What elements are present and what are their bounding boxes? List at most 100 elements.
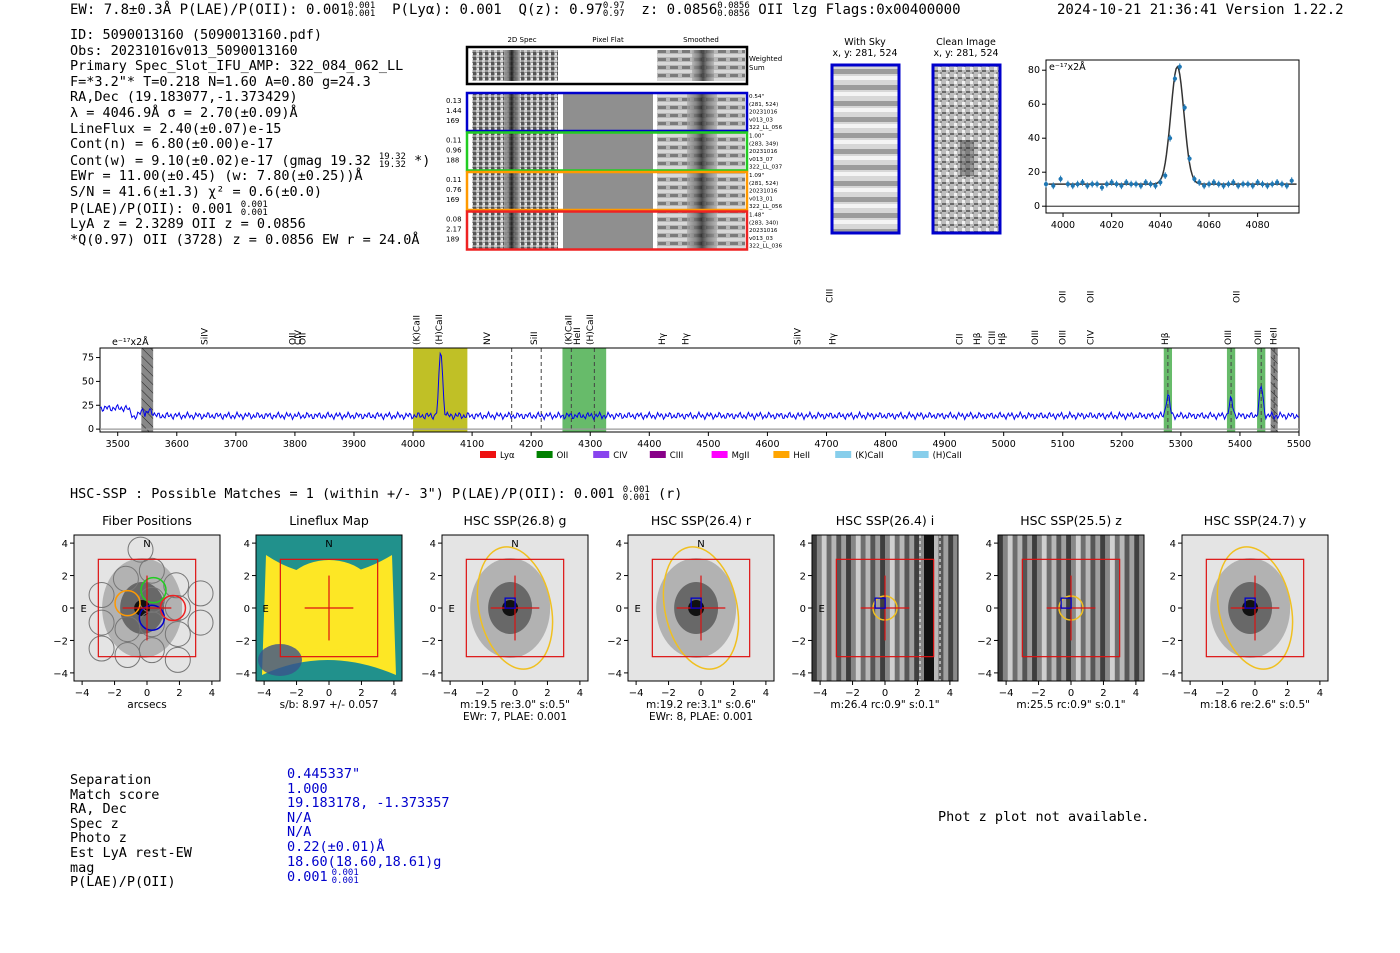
match-value: 0.445337" bbox=[287, 766, 361, 782]
hsc-xtick-label: −2 bbox=[1031, 688, 1046, 699]
hsc-panel-4: HSC SSP(26.4) i E −4 −4 −2 −2 0 0 2 2 4 4 m:26.4 rc:… bbox=[791, 513, 959, 711]
hsc-search-box bbox=[1205, 558, 1305, 658]
spectrum-line-label: (H)CaII bbox=[586, 314, 596, 345]
spectrum-unit: e⁻¹⁷x2Å bbox=[112, 336, 149, 348]
header-qz: Q(z): 0.97 bbox=[518, 2, 603, 18]
hsc-caption-line1: m:18.6 re:2.6" s:0.5" bbox=[1200, 699, 1310, 711]
hsc-panel-5: HSC SSP(25.5) z −4 −4 −2 −2 0 0 2 2 4 4 m:25.5 rc:0… bbox=[977, 513, 1145, 711]
fiber-circle bbox=[163, 572, 190, 599]
info-cont-n: Cont(n) = 6.80(±0.00)e-17 bbox=[70, 136, 274, 153]
spectrum-line-label: CIII bbox=[988, 331, 998, 345]
col-title-smoothed: Smoothed bbox=[683, 36, 719, 44]
hsc-search-box bbox=[835, 558, 935, 658]
fit-data-point bbox=[1182, 105, 1187, 110]
spectrum-xtick-label: 3800 bbox=[283, 439, 307, 450]
match-value: 1.000 bbox=[287, 780, 328, 797]
legend-label: (K)CaII bbox=[855, 451, 883, 461]
spectrum-xtick-label: 5400 bbox=[1228, 439, 1252, 450]
match-label: Match score bbox=[70, 786, 160, 803]
hsc-east-label: E bbox=[262, 604, 268, 615]
fit-data-point bbox=[1177, 64, 1182, 69]
cutout-row-stat: 0.11 bbox=[446, 176, 462, 184]
hsc-panel-title: Lineflux Map bbox=[289, 513, 369, 528]
legend-label: OII bbox=[557, 451, 569, 461]
hsc-xtick-label: −4 bbox=[629, 688, 644, 699]
cutout-row-stat: 169 bbox=[446, 117, 459, 125]
cutout-row: 0.13 1.44 169 0.54" (281, 524) 20231016v013_0… bbox=[446, 91, 783, 133]
legend-swatch bbox=[536, 451, 553, 458]
hsc-counterpart-marker bbox=[874, 597, 886, 609]
hsc-caption-line1: m:26.4 rc:0.9" s:0.1" bbox=[830, 699, 939, 711]
fit-xtick-label: 4040 bbox=[1148, 220, 1172, 231]
fit-data-point bbox=[1289, 178, 1294, 183]
header-ew-plae: EW: 7.8±0.3Å P(LAE)/P(OII): 0.001 bbox=[70, 2, 349, 18]
spectrum-line-label: Hγ bbox=[828, 332, 838, 345]
cutout-2dspec-source bbox=[504, 172, 520, 210]
fit-xtick-label: 4080 bbox=[1246, 220, 1270, 231]
fiber-circle bbox=[164, 646, 191, 673]
legend-label: Lyα bbox=[500, 451, 515, 461]
hsc-ytick-label: 0 bbox=[800, 604, 806, 615]
hsc-xtick-label: −2 bbox=[845, 688, 860, 699]
info-sn: S/N = 41.6(±1.3) χ² = 0.6(±0.0) bbox=[70, 183, 322, 200]
hsc-xtick-label: −4 bbox=[75, 688, 90, 699]
hsc-ytick-label: −2 bbox=[1161, 636, 1176, 647]
hsc-ytick-label: −2 bbox=[421, 636, 436, 647]
fiber-circle bbox=[138, 611, 165, 638]
spectrum-line-label: SiIV bbox=[200, 327, 210, 345]
fiber-circle bbox=[164, 620, 191, 647]
cutout-row: 0.08 2.17 189 1.48"(283, 340) 20231016 v013_0… bbox=[446, 210, 783, 251]
fit-data-point bbox=[1070, 183, 1075, 188]
cutout-smoothed-source bbox=[687, 132, 717, 171]
cutout-row-meta: (283, 349) bbox=[749, 141, 778, 147]
hsc-xtick-label: −4 bbox=[1183, 688, 1198, 699]
header-z-sub: 0.0856 0.0856 bbox=[717, 1, 750, 19]
hsc-xtick-label: 2 bbox=[730, 688, 736, 699]
hsc-east-label: E bbox=[634, 604, 640, 615]
info-lya-oii-z: LyA z = 2.3289 OII z = 0.0856 bbox=[70, 216, 306, 233]
fit-data-point bbox=[1202, 183, 1207, 188]
spectrum-xtick-label: 4600 bbox=[755, 439, 779, 450]
hsc-ytick-label: −4 bbox=[421, 669, 436, 680]
hsc-caption-line2: EWr: 8, PLAE: 0.001 bbox=[649, 711, 753, 723]
cutout-row-stat: 2.17 bbox=[446, 226, 462, 234]
fit-ytick-label: 20 bbox=[1028, 167, 1040, 178]
cutout-row-meta: v013_01 bbox=[749, 196, 773, 202]
legend-label: CIV bbox=[613, 451, 627, 461]
hsc-xtick-label: 0 bbox=[144, 688, 150, 699]
spectrum-line bbox=[99, 351, 1300, 421]
fit-ytick-label: 40 bbox=[1028, 133, 1040, 144]
fit-xtick-label: 4060 bbox=[1197, 220, 1221, 231]
legend-swatch bbox=[593, 451, 610, 458]
fit-data-point bbox=[1085, 183, 1090, 188]
match-label: Separation bbox=[70, 772, 152, 788]
hsc-panel-6: HSC SSP(24.7) y −4 −4 −2 −2 0 0 2 2 4 4 m:18.6 re:2… bbox=[1161, 513, 1329, 711]
spectrum-line-label: OIII bbox=[1224, 330, 1234, 345]
spectrum-line-label: (K)CaII bbox=[413, 315, 423, 345]
hsc-ytick-label: 0 bbox=[986, 604, 992, 615]
spectrum-line-label: Hβ bbox=[1161, 332, 1171, 345]
spectrum-line-label: Hγ bbox=[681, 332, 691, 345]
hsc-ytick-label: 2 bbox=[62, 572, 68, 583]
cutout-pixelflat-image bbox=[563, 132, 653, 171]
header-summary: EW: 7.8±0.3Å P(LAE)/P(OII): 0.0010.001 0.… bbox=[70, 1, 961, 19]
cutout-2dspec-source bbox=[504, 93, 520, 131]
spectrum-xtick-label: 5000 bbox=[992, 439, 1016, 450]
legend-swatch bbox=[711, 451, 728, 458]
hsc-ytick-label: −4 bbox=[607, 669, 622, 680]
cutout-smoothed-source bbox=[687, 172, 717, 210]
fit-data-point bbox=[1187, 156, 1192, 161]
hsc-ytick-label: 4 bbox=[1170, 539, 1176, 550]
spectrum-line-label: (K)CaII bbox=[564, 315, 574, 345]
hsc-xtick-label: 2 bbox=[1100, 688, 1106, 699]
fit-data-point bbox=[1260, 182, 1265, 187]
hsc-ytick-label: −2 bbox=[791, 636, 806, 647]
cutout-row-stat: 0.76 bbox=[446, 186, 462, 194]
cutout-pixelflat-image bbox=[563, 93, 653, 131]
cutout-row-meta: 322_LL_037 bbox=[749, 165, 783, 171]
hsc-north-label: N bbox=[511, 539, 518, 550]
col-title-pixelflat: Pixel Flat bbox=[592, 36, 624, 44]
cutout-pixelflat-image bbox=[563, 172, 653, 210]
